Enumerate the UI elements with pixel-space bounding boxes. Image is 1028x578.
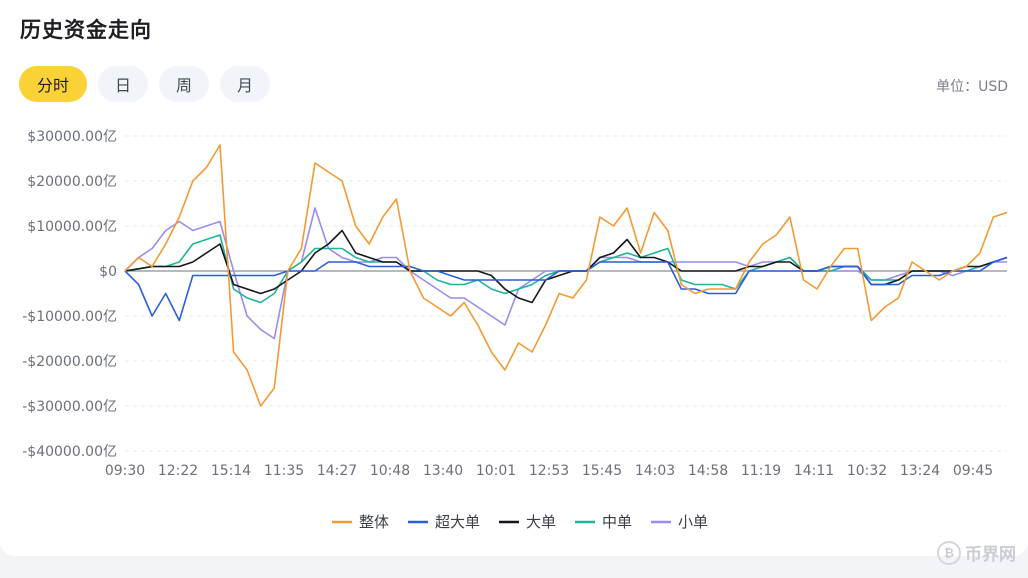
fund-flow-card: 历史资金走向 分时 日 周 月 单位：USD $30000.00亿 $20000.… [0, 0, 1028, 556]
chart-series [124, 144, 1008, 407]
series-line-1 [124, 256, 1008, 322]
unit-label: 单位：USD [936, 79, 1008, 95]
x-tick-label: 14:11 [794, 463, 834, 479]
y-tick-label: $20000.00亿 [27, 174, 117, 190]
x-tick-label: 12:53 [529, 463, 569, 479]
x-tick-label: 15:45 [582, 463, 622, 479]
tab-week[interactable]: 周 [159, 66, 209, 102]
chart-gridlines [125, 135, 1007, 452]
timeframe-tabs: 分时 日 周 月 [19, 66, 270, 102]
fund-flow-chart: $30000.00亿 $20000.00亿 $10000.00亿 $0 -$10000.… [22, 129, 1008, 531]
y-tick-label: -$40000.00亿 [22, 444, 117, 460]
x-tick-label: 13:40 [423, 463, 463, 479]
y-tick-label: $10000.00亿 [27, 219, 117, 235]
legend-label[interactable]: 中单 [602, 513, 632, 531]
x-tick-label: 10:48 [370, 463, 410, 479]
page-title: 历史资金走向 [20, 18, 152, 42]
x-tick-label: 14:58 [688, 463, 728, 479]
watermark: ₿ 币界网 [937, 540, 1016, 565]
y-axis-tick-labels: $30000.00亿 $20000.00亿 $10000.00亿 $0 -$10000.… [22, 129, 117, 460]
legend-label[interactable]: 超大单 [435, 513, 480, 531]
watermark-text: 币界网 [965, 545, 1016, 565]
y-tick-label: -$10000.00亿 [22, 309, 117, 325]
x-tick-label: 09:30 [105, 463, 145, 479]
x-tick-label: 09:45 [953, 463, 993, 479]
legend-label[interactable]: 大单 [526, 513, 556, 531]
x-tick-label: 13:24 [900, 463, 940, 479]
legend-label[interactable]: 小单 [678, 513, 708, 531]
y-tick-label: $30000.00亿 [27, 129, 117, 145]
x-tick-label: 15:14 [211, 463, 251, 479]
x-tick-label: 11:35 [264, 463, 304, 479]
series-line-2 [124, 229, 1008, 304]
legend-label[interactable]: 整体 [359, 513, 389, 531]
y-tick-label: -$30000.00亿 [22, 399, 117, 415]
x-tick-label: 10:01 [476, 463, 516, 479]
x-tick-label: 14:03 [635, 463, 675, 479]
tab-day[interactable]: 日 [98, 66, 148, 102]
tab-month[interactable]: 月 [220, 66, 270, 102]
x-axis-tick-labels: 09:30 12:22 15:14 11:35 14:27 10:48 13:40 10:01… [105, 463, 993, 479]
y-tick-label: $0 [99, 264, 117, 280]
x-tick-label: 10:32 [847, 463, 887, 479]
chart-legend: 整体 超大单 大单 中单 小单 [332, 513, 708, 531]
series-line-0 [124, 144, 1008, 407]
tab-intraday[interactable]: 分时 [19, 66, 87, 102]
x-tick-label: 14:27 [317, 463, 357, 479]
x-tick-label: 11:19 [741, 463, 781, 479]
x-tick-label: 12:22 [158, 463, 198, 479]
bitcoin-coin-icon: ₿ [937, 540, 961, 565]
y-tick-label: -$20000.00亿 [22, 354, 117, 370]
